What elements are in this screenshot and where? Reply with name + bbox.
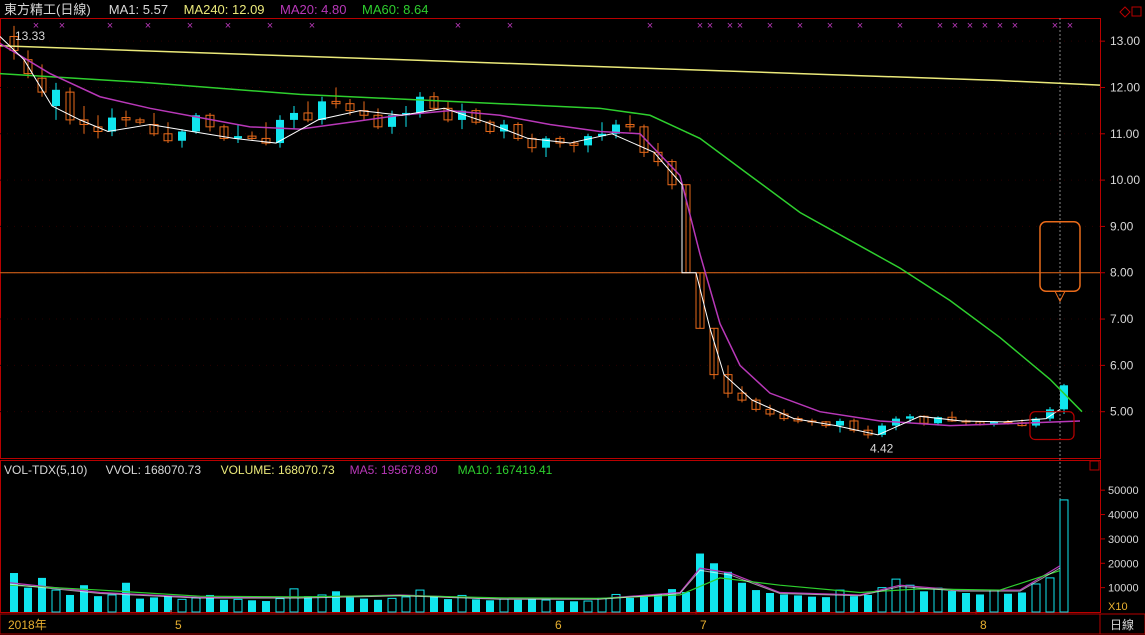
svg-text:×: × bbox=[267, 20, 273, 32]
svg-text:×: × bbox=[59, 20, 65, 32]
svg-text:×: × bbox=[225, 20, 231, 32]
svg-text:11.00: 11.00 bbox=[1110, 127, 1139, 141]
svg-text:8.00: 8.00 bbox=[1110, 266, 1134, 280]
svg-text:×: × bbox=[727, 20, 733, 32]
svg-text:×: × bbox=[967, 20, 973, 32]
svg-text:VOLUME: 168070.73: VOLUME: 168070.73 bbox=[221, 463, 335, 477]
svg-text:7: 7 bbox=[700, 618, 707, 632]
svg-text:10000: 10000 bbox=[1108, 583, 1139, 595]
svg-text:MA60: 8.64: MA60: 8.64 bbox=[362, 2, 429, 17]
svg-text:VVOL: 168070.73: VVOL: 168070.73 bbox=[106, 463, 202, 477]
svg-text:12.00: 12.00 bbox=[1110, 80, 1140, 94]
svg-text:×: × bbox=[767, 20, 773, 32]
svg-text:2018年: 2018年 bbox=[8, 618, 47, 632]
svg-text:×: × bbox=[507, 20, 513, 32]
svg-text:X10: X10 bbox=[1108, 601, 1128, 613]
svg-text:30000: 30000 bbox=[1108, 534, 1139, 546]
svg-text:×: × bbox=[107, 20, 113, 32]
svg-text:×: × bbox=[737, 20, 743, 32]
svg-text:MA20: 4.80: MA20: 4.80 bbox=[280, 2, 347, 17]
svg-text:×: × bbox=[857, 20, 863, 32]
svg-text:13.00: 13.00 bbox=[1110, 34, 1140, 48]
svg-text:×: × bbox=[187, 20, 193, 32]
svg-text:4.42: 4.42 bbox=[870, 442, 894, 456]
svg-text:8: 8 bbox=[980, 618, 987, 632]
svg-text:×: × bbox=[1067, 20, 1073, 32]
svg-text:×: × bbox=[309, 20, 315, 32]
svg-text:6.00: 6.00 bbox=[1110, 358, 1134, 372]
svg-text:5.00: 5.00 bbox=[1110, 405, 1134, 419]
svg-text:7.00: 7.00 bbox=[1110, 312, 1134, 326]
svg-text:×: × bbox=[145, 20, 151, 32]
svg-text:日線: 日線 bbox=[1110, 617, 1134, 632]
svg-text:MA10: 167419.41: MA10: 167419.41 bbox=[458, 463, 553, 477]
svg-text:×: × bbox=[455, 20, 461, 32]
svg-text:×: × bbox=[647, 20, 653, 32]
svg-text:6: 6 bbox=[555, 618, 562, 632]
svg-text:×: × bbox=[697, 20, 703, 32]
svg-text:10.00: 10.00 bbox=[1110, 173, 1140, 187]
svg-text:×: × bbox=[897, 20, 903, 32]
chart-title: 東方精工(日線) bbox=[4, 2, 91, 17]
svg-text:×: × bbox=[1052, 20, 1058, 32]
svg-text:×: × bbox=[827, 20, 833, 32]
svg-text:MA240: 12.09: MA240: 12.09 bbox=[184, 2, 265, 17]
stock-chart: 5.00 6.00 7.00 8.00 9.00 10.00 11.00 12.00 13.00… bbox=[0, 0, 1145, 635]
svg-text:MA1: 5.57: MA1: 5.57 bbox=[109, 2, 168, 17]
svg-text:×: × bbox=[707, 20, 713, 32]
svg-text:VOL-TDX(5,10): VOL-TDX(5,10) bbox=[4, 463, 87, 477]
svg-text:×: × bbox=[982, 20, 988, 32]
svg-text:13.33: 13.33 bbox=[15, 29, 45, 43]
svg-text:5: 5 bbox=[175, 618, 182, 632]
svg-text:50000: 50000 bbox=[1108, 485, 1139, 497]
svg-text:×: × bbox=[797, 20, 803, 32]
svg-text:20000: 20000 bbox=[1108, 558, 1139, 570]
svg-text:×: × bbox=[997, 20, 1003, 32]
svg-text:MA5: 195678.80: MA5: 195678.80 bbox=[350, 463, 438, 477]
svg-text:×: × bbox=[937, 20, 943, 32]
svg-text:×: × bbox=[1012, 20, 1018, 32]
svg-text:40000: 40000 bbox=[1108, 510, 1139, 522]
svg-text:9.00: 9.00 bbox=[1110, 219, 1134, 233]
svg-text:×: × bbox=[952, 20, 958, 32]
